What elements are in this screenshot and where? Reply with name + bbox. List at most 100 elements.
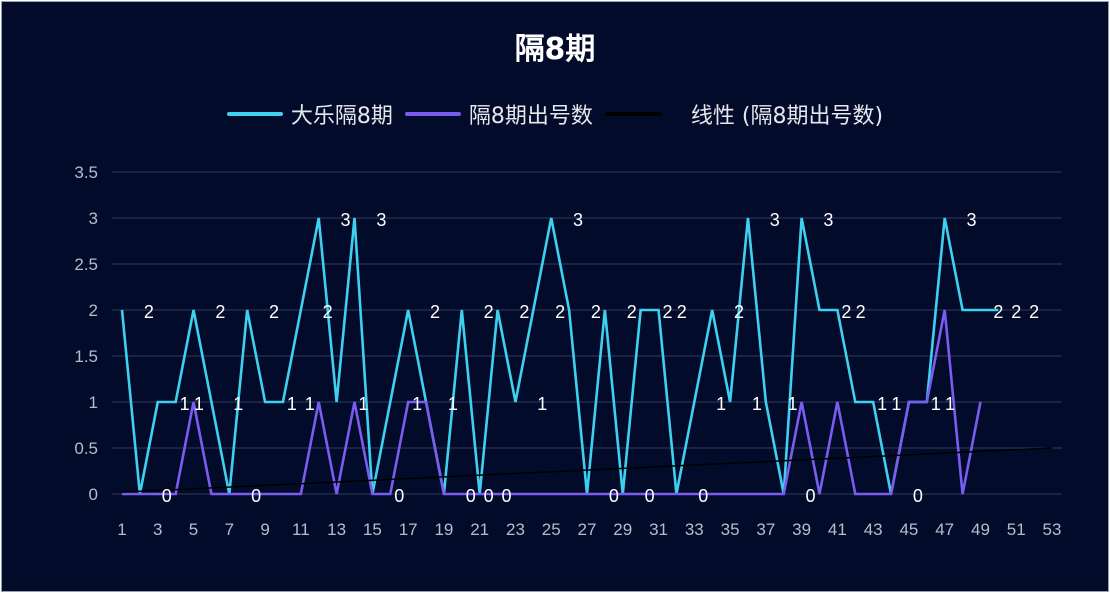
x-tick-label: 37 (756, 520, 775, 539)
data-label: 3 (967, 210, 977, 230)
data-label: 1 (412, 394, 422, 414)
data-label: 2 (1011, 302, 1021, 322)
data-label: 0 (394, 486, 404, 506)
data-label: 2 (484, 302, 494, 322)
series-line-2 (122, 309, 982, 496)
data-label: 2 (734, 302, 744, 322)
x-tick-label: 23 (506, 520, 525, 539)
y-tick-label: 1.5 (74, 347, 98, 366)
x-tick-label: 11 (292, 520, 310, 539)
y-tick-label: 2 (89, 301, 98, 320)
x-tick-label: 31 (649, 520, 668, 539)
x-tick-label: 43 (864, 520, 883, 539)
data-label: 1 (716, 394, 726, 414)
x-tick-label: 35 (721, 520, 740, 539)
data-label: 3 (376, 210, 386, 230)
data-label: 3 (573, 210, 583, 230)
data-label: 1 (752, 394, 762, 414)
data-label: 0 (645, 486, 655, 506)
legend-swatch-purple (404, 112, 461, 116)
data-label: 1 (287, 394, 297, 414)
data-label: 2 (993, 302, 1003, 322)
data-label: 1 (891, 394, 901, 414)
legend-swatch-cyan (226, 112, 283, 116)
data-label: 2 (430, 302, 440, 322)
data-label: 1 (180, 394, 190, 414)
data-label: 2 (841, 302, 851, 322)
y-tick-label: 0 (89, 485, 98, 504)
data-label: 2 (144, 302, 154, 322)
data-label: 2 (627, 302, 637, 322)
data-label: 2 (555, 302, 565, 322)
x-tick-label: 7 (225, 520, 234, 539)
data-label: 3 (770, 210, 780, 230)
x-tick-label: 1 (117, 520, 126, 539)
x-tick-label: 53 (1043, 520, 1062, 539)
chart-title: 隔8期 (514, 32, 596, 67)
x-tick-label: 45 (899, 520, 918, 539)
x-tick-label: 33 (685, 520, 704, 539)
x-tick-label: 19 (434, 520, 453, 539)
data-label: 1 (194, 394, 204, 414)
legend-label: 大乐隔8期 (290, 104, 393, 129)
y-tick-label: 2.5 (74, 255, 98, 274)
data-label: 1 (537, 394, 547, 414)
data-label: 1 (358, 394, 368, 414)
x-tick-label: 17 (399, 520, 418, 539)
data-label: 1 (931, 394, 941, 414)
data-label: 1 (233, 394, 243, 414)
data-label: 2 (1029, 302, 1039, 322)
x-tick-label: 29 (613, 520, 632, 539)
data-label: 1 (305, 394, 315, 414)
x-tick-label: 21 (470, 520, 489, 539)
x-tick-label: 51 (1007, 520, 1026, 539)
data-label: 0 (698, 486, 708, 506)
legend-item-trendline[interactable]: 线性 (隔8期出号数) (604, 98, 884, 130)
legend-item-series-1[interactable]: 大乐隔8期 (226, 98, 393, 130)
data-label: 0 (484, 486, 494, 506)
x-tick-label: 47 (935, 520, 954, 539)
y-tick-label: 3.5 (74, 163, 98, 182)
trendline (121, 447, 1053, 493)
data-label: 3 (341, 210, 351, 230)
series-line-1 (120, 217, 999, 495)
data-label: 2 (856, 302, 866, 322)
data-label: 1 (788, 394, 798, 414)
x-tick-label: 25 (542, 520, 561, 539)
x-tick-label: 49 (971, 520, 990, 539)
data-label: 2 (269, 302, 279, 322)
data-label: 1 (945, 394, 955, 414)
data-label: 1 (877, 394, 887, 414)
data-label: 0 (913, 486, 923, 506)
data-label: 2 (323, 302, 333, 322)
x-tick-label: 15 (363, 520, 382, 539)
x-tick-label: 27 (578, 520, 597, 539)
data-label: 2 (662, 302, 672, 322)
data-label: 2 (591, 302, 601, 322)
data-label: 2 (215, 302, 225, 322)
data-label: 0 (806, 486, 816, 506)
y-tick-label: 3 (89, 209, 98, 228)
data-label: 2 (677, 302, 687, 322)
x-tick-label: 5 (189, 520, 198, 539)
x-tick-label: 9 (260, 520, 269, 539)
legend-swatch-black (604, 112, 661, 116)
x-tick-label: 41 (828, 520, 847, 539)
x-tick-label: 39 (792, 520, 811, 539)
data-label: 2 (519, 302, 529, 322)
legend-label: 隔8期出号数 (468, 104, 593, 129)
data-label: 0 (466, 486, 476, 506)
legend-item-series-2[interactable]: 隔8期出号数 (404, 98, 593, 130)
data-label: 3 (823, 210, 833, 230)
y-tick-label: 1 (89, 393, 98, 412)
x-tick-label: 3 (153, 520, 162, 539)
legend-label: 线性 (隔8期出号数) (690, 104, 884, 129)
chart-legend: 大乐隔8期 隔8期出号数 线性 (隔8期出号数) (2, 98, 1108, 130)
x-tick-label: 13 (327, 520, 346, 539)
data-label: 0 (162, 486, 172, 506)
y-tick-label: 0.5 (74, 439, 98, 458)
data-label: 0 (609, 486, 619, 506)
data-label: 0 (502, 486, 512, 506)
data-label: 1 (448, 394, 458, 414)
